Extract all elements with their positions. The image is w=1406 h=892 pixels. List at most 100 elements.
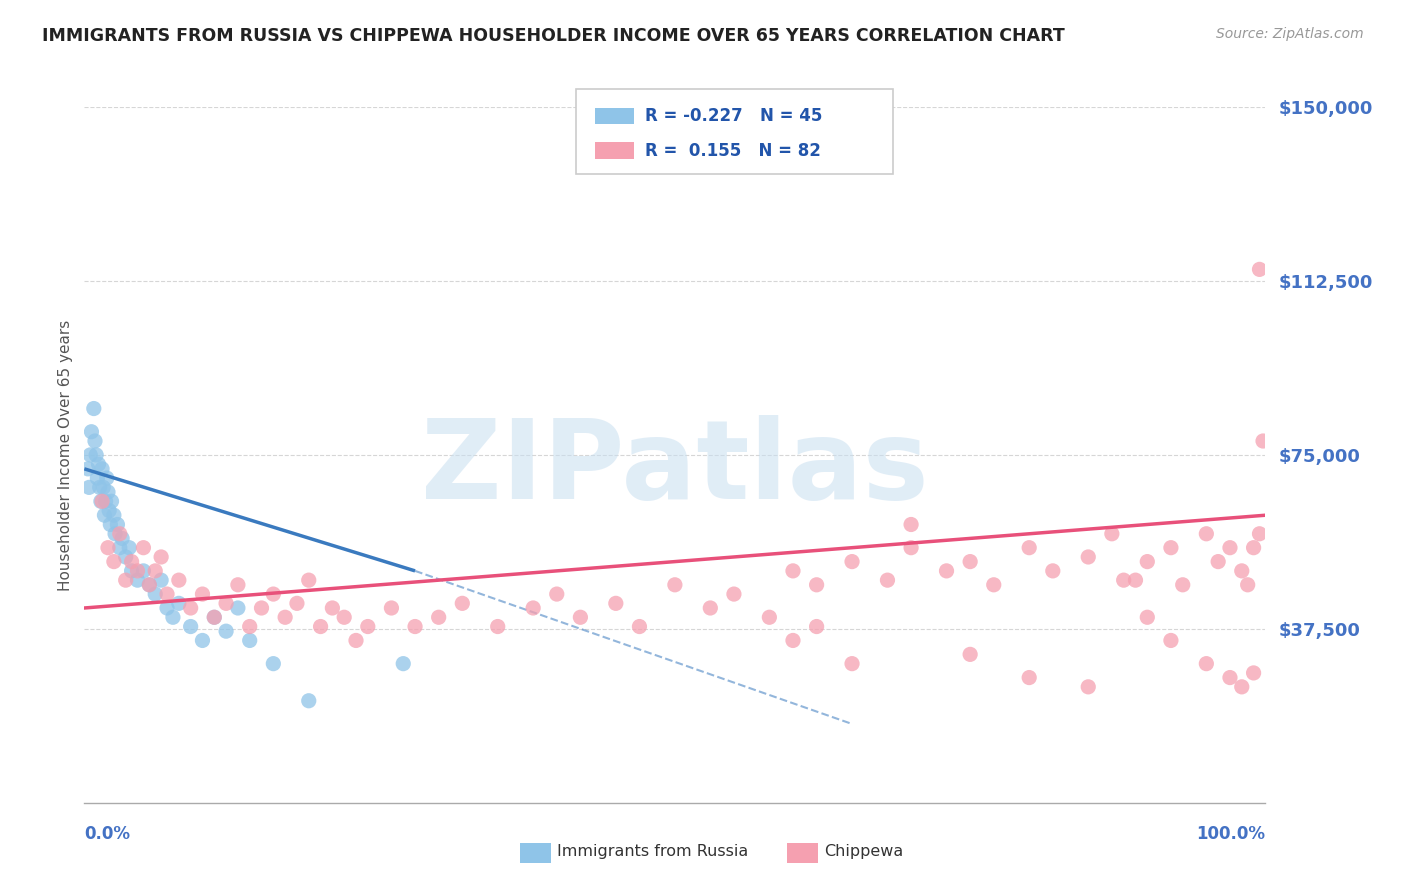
Point: [91, 480, 114, 494]
Point: [1249, 526, 1271, 541]
Point: [84, 448, 107, 462]
Text: Immigrants from Russia: Immigrants from Russia: [557, 845, 748, 859]
Point: [1018, 541, 1040, 555]
Text: 0.0%: 0.0%: [84, 825, 131, 843]
Point: [114, 573, 136, 587]
Point: [1160, 541, 1182, 555]
Point: [202, 610, 225, 624]
Point: [285, 596, 308, 610]
Point: [90, 494, 112, 508]
Point: [546, 587, 568, 601]
Point: [1171, 578, 1194, 592]
Point: [89, 480, 111, 494]
Point: [664, 578, 686, 592]
Point: [1136, 555, 1159, 569]
Point: [138, 578, 160, 592]
Point: [333, 610, 356, 624]
Text: ZIPatlas: ZIPatlas: [420, 416, 929, 523]
Point: [93, 508, 115, 523]
Point: [180, 619, 202, 633]
Point: [309, 619, 332, 633]
Point: [1195, 657, 1218, 671]
Point: [191, 587, 214, 601]
Point: [1077, 680, 1099, 694]
Point: [226, 578, 249, 592]
Point: [100, 494, 122, 508]
Point: [959, 648, 981, 662]
Point: [1101, 526, 1123, 541]
Point: [132, 541, 155, 555]
Point: [84, 434, 107, 448]
Point: [202, 610, 225, 624]
Point: [118, 541, 141, 555]
Point: [239, 619, 262, 633]
Point: [191, 633, 214, 648]
Point: [1160, 633, 1182, 648]
Point: [87, 457, 110, 471]
Point: [298, 694, 321, 708]
Point: [167, 573, 190, 587]
Point: [806, 619, 828, 633]
Point: [103, 555, 125, 569]
Point: [103, 508, 125, 523]
Point: [91, 462, 114, 476]
Point: [699, 601, 721, 615]
Point: [262, 587, 284, 601]
Point: [522, 601, 544, 615]
Point: [104, 526, 127, 541]
Point: [1251, 434, 1274, 448]
Point: [77, 462, 100, 476]
Point: [357, 619, 380, 633]
Point: [1125, 573, 1147, 587]
Point: [1219, 541, 1241, 555]
Point: [138, 578, 160, 592]
Point: [156, 601, 179, 615]
Point: [239, 633, 262, 648]
Point: [86, 471, 108, 485]
Text: IMMIGRANTS FROM RUSSIA VS CHIPPEWA HOUSEHOLDER INCOME OVER 65 YEARS CORRELATION : IMMIGRANTS FROM RUSSIA VS CHIPPEWA HOUSE…: [42, 27, 1064, 45]
Text: 100.0%: 100.0%: [1197, 825, 1265, 843]
Point: [108, 526, 131, 541]
Point: [150, 549, 173, 564]
Point: [77, 480, 100, 494]
Point: [215, 624, 238, 639]
Text: Chippewa: Chippewa: [824, 845, 903, 859]
Point: [79, 448, 101, 462]
Point: [806, 578, 828, 592]
Point: [1230, 680, 1253, 694]
Point: [121, 564, 143, 578]
Point: [321, 601, 343, 615]
Point: [1136, 610, 1159, 624]
Point: [167, 596, 190, 610]
Text: R = -0.227   N = 45: R = -0.227 N = 45: [645, 107, 823, 125]
Point: [1195, 526, 1218, 541]
Point: [150, 573, 173, 587]
Point: [841, 555, 863, 569]
Point: [1243, 665, 1265, 680]
Y-axis label: Householder Income Over 65 years: Householder Income Over 65 years: [58, 319, 73, 591]
Point: [841, 657, 863, 671]
Point: [98, 503, 121, 517]
Point: [344, 633, 367, 648]
Point: [404, 619, 426, 633]
Point: [723, 587, 745, 601]
Point: [782, 564, 804, 578]
Point: [94, 494, 117, 508]
Point: [758, 610, 780, 624]
Point: [1249, 262, 1271, 277]
Point: [215, 596, 238, 610]
Point: [250, 601, 273, 615]
Point: [451, 596, 474, 610]
Point: [226, 601, 249, 615]
Point: [298, 573, 321, 587]
Point: [108, 541, 131, 555]
Point: [900, 541, 922, 555]
Point: [114, 549, 136, 564]
Point: [1243, 541, 1265, 555]
Point: [91, 494, 114, 508]
Point: [156, 587, 179, 601]
Point: [162, 610, 184, 624]
Point: [143, 564, 166, 578]
Point: [1219, 671, 1241, 685]
Point: [1206, 555, 1229, 569]
